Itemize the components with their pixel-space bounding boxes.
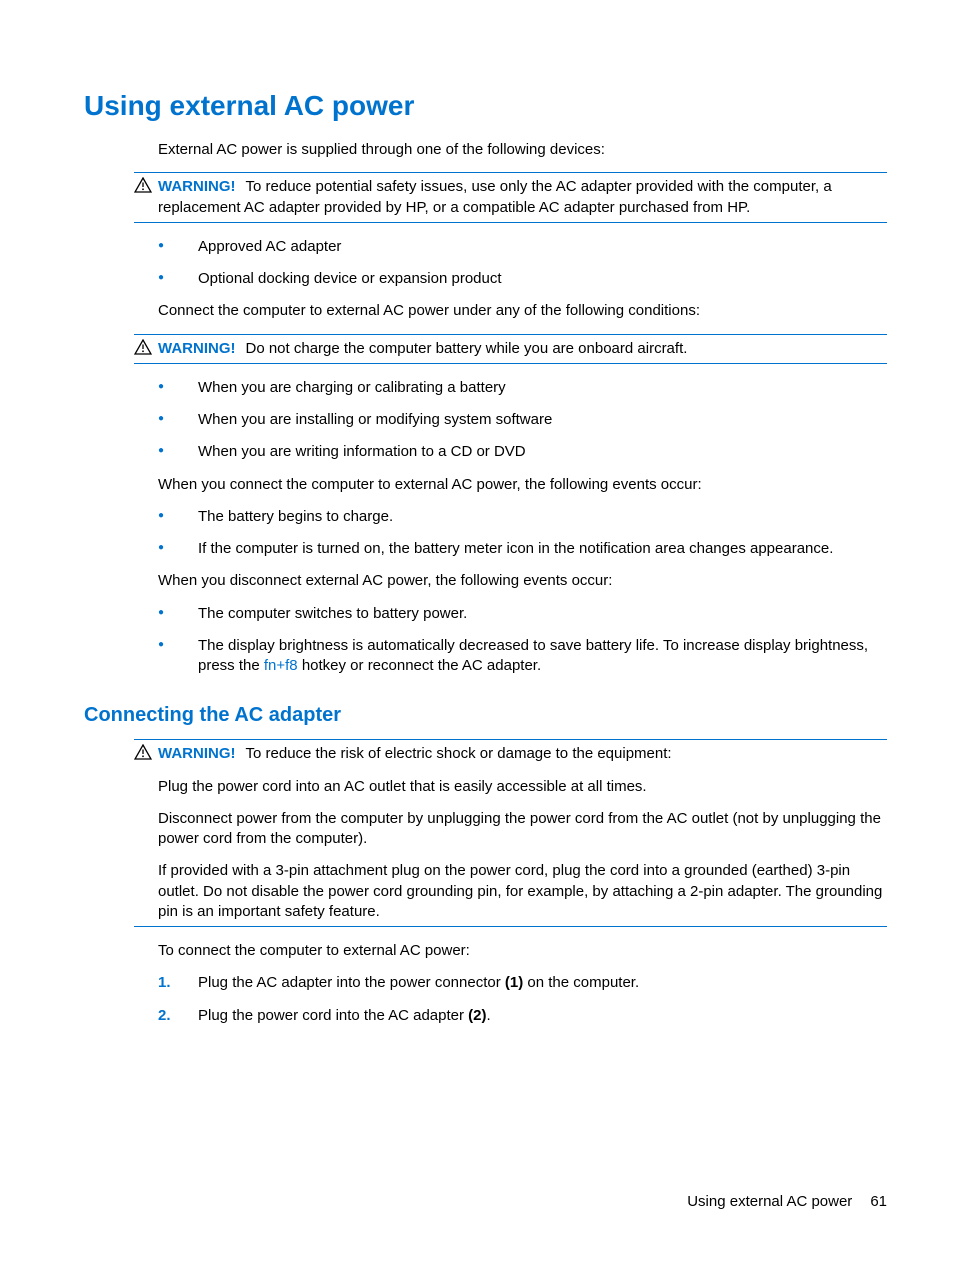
warning-box-2: WARNING! Do not charge the computer batte… <box>134 334 887 364</box>
section-heading: Connecting the AC adapter <box>84 704 887 727</box>
warning-text: To reduce the risk of electric shock or … <box>246 745 672 762</box>
text-fragment: . <box>487 1007 491 1024</box>
step-item: Plug the AC adapter into the power conne… <box>158 973 887 993</box>
warning-text: Plug the power cord into an AC outlet th… <box>158 777 887 797</box>
list-item: If the computer is turned on, the batter… <box>158 539 887 559</box>
list-item: Optional docking device or expansion pro… <box>158 269 887 289</box>
text-fragment: hotkey or reconnect the AC adapter. <box>298 657 542 674</box>
text-fragment: Plug the power cord into the AC adapter <box>198 1007 468 1024</box>
warning-icon <box>134 744 152 760</box>
paragraph: Connect the computer to external AC powe… <box>158 301 887 321</box>
callout-number: (2) <box>468 1007 486 1024</box>
paragraph: To connect the computer to external AC p… <box>158 941 887 961</box>
list-item: When you are charging or calibrating a b… <box>158 378 887 398</box>
warning-label: WARNING! <box>158 178 236 195</box>
warning-text: If provided with a 3-pin attachment plug… <box>158 861 887 922</box>
warning-label: WARNING! <box>158 745 236 762</box>
steps-list: Plug the AC adapter into the power conne… <box>158 973 887 1026</box>
warning-box-1: WARNING!To reduce potential safety issue… <box>134 172 887 223</box>
warning-label: WARNING! <box>158 340 236 357</box>
list-item: The display brightness is automatically … <box>158 636 887 677</box>
intro-paragraph: External AC power is supplied through on… <box>158 140 887 160</box>
callout-number: (1) <box>505 974 523 991</box>
text-fragment: Plug the AC adapter into the power conne… <box>198 974 505 991</box>
conditions-list: When you are charging or calibrating a b… <box>158 378 887 463</box>
warning-icon <box>134 177 152 193</box>
paragraph: When you disconnect external AC power, t… <box>158 571 887 591</box>
text-fragment: on the computer. <box>523 974 639 991</box>
hotkey-text: fn+f8 <box>264 657 298 674</box>
list-item: The computer switches to battery power. <box>158 604 887 624</box>
warning-text: Disconnect power from the computer by un… <box>158 809 887 850</box>
page-number: 61 <box>870 1193 887 1210</box>
warning-icon <box>134 339 152 355</box>
step-item: Plug the power cord into the AC adapter … <box>158 1006 887 1026</box>
paragraph: When you connect the computer to externa… <box>158 475 887 495</box>
list-item: Approved AC adapter <box>158 237 887 257</box>
warning-text: To reduce potential safety issues, use o… <box>158 178 832 215</box>
connect-events-list: The battery begins to charge. If the com… <box>158 507 887 560</box>
warning-box-3: WARNING! To reduce the risk of electric s… <box>134 739 887 927</box>
disconnect-events-list: The computer switches to battery power. … <box>158 604 887 677</box>
footer-title: Using external AC power <box>687 1193 852 1210</box>
device-list: Approved AC adapter Optional docking dev… <box>158 237 887 290</box>
warning-text: Do not charge the computer battery while… <box>246 340 688 357</box>
list-item: When you are installing or modifying sys… <box>158 410 887 430</box>
page-heading: Using external AC power <box>84 90 887 122</box>
page-footer: Using external AC power 61 <box>687 1193 887 1210</box>
list-item: The battery begins to charge. <box>158 507 887 527</box>
list-item: When you are writing information to a CD… <box>158 442 887 462</box>
